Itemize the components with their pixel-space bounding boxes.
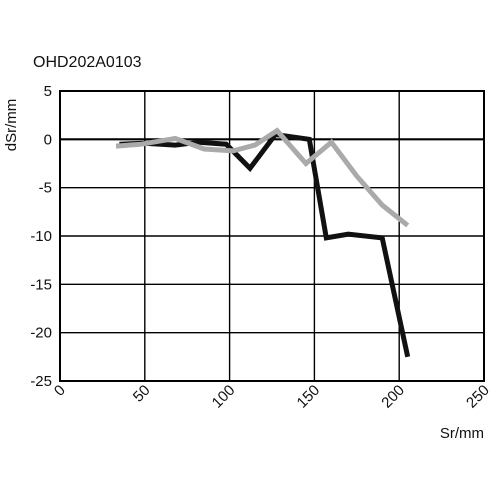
x-tick-labels: 0 50 100 150 200 250 bbox=[51, 382, 493, 412]
chart-title: OHD202A0103 bbox=[33, 54, 142, 71]
x-axis-label: Sr/mm bbox=[440, 425, 484, 442]
y-tick-label: -15 bbox=[30, 276, 52, 293]
y-tick-label: -20 bbox=[30, 325, 52, 342]
y-tick-label: -10 bbox=[30, 228, 52, 245]
series-layer bbox=[115, 127, 411, 358]
series-line-2 bbox=[115, 127, 410, 228]
grid bbox=[60, 91, 484, 381]
y-tick-label: 5 bbox=[44, 83, 52, 100]
y-axis-label: dSr/mm bbox=[3, 99, 20, 152]
y-tick-label: -25 bbox=[30, 373, 52, 390]
y-tick-label: -5 bbox=[39, 180, 52, 197]
y-tick-labels: 5 0 -5 -10 -15 -20 -25 bbox=[30, 83, 52, 390]
x-tick-label: 0 bbox=[51, 382, 69, 400]
series-line-1 bbox=[119, 131, 411, 358]
x-tick-label: 250 bbox=[463, 382, 493, 412]
x-tick-label: 150 bbox=[294, 382, 324, 412]
y-tick-label: 0 bbox=[44, 131, 52, 148]
x-tick-label: 100 bbox=[209, 382, 239, 412]
x-tick-label: 200 bbox=[378, 382, 408, 412]
x-tick-label: 50 bbox=[130, 382, 154, 406]
plot-area-frame bbox=[59, 90, 485, 382]
